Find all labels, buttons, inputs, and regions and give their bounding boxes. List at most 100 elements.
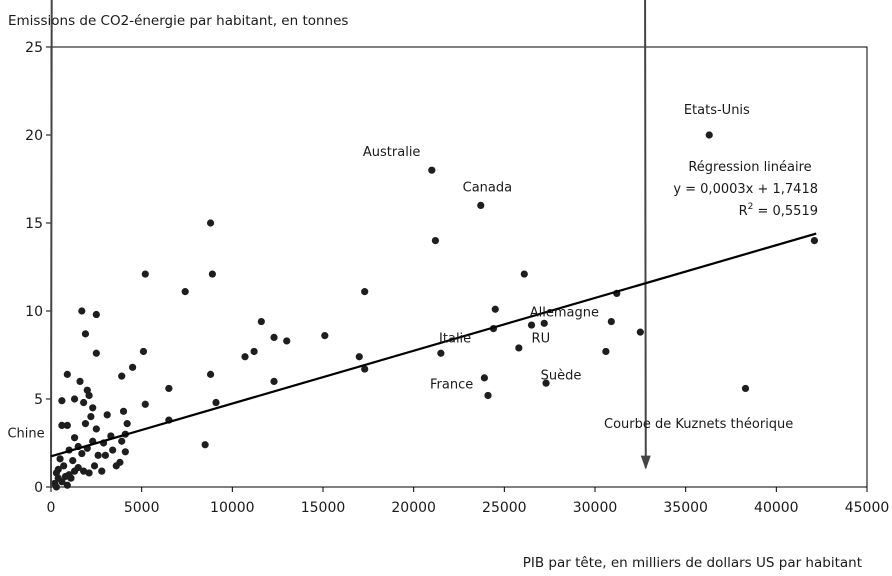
data-point (65, 471, 73, 479)
data-point (208, 270, 216, 278)
data-point (201, 441, 209, 449)
data-point (58, 397, 66, 405)
data-point (123, 420, 131, 428)
r2-superscript: 2 (748, 202, 754, 212)
y-tick-label: 15 (25, 216, 43, 232)
x-tick-label: 45000 (845, 500, 890, 516)
data-point (69, 457, 77, 465)
data-point (491, 305, 499, 313)
data-point (118, 437, 126, 445)
regression-r2: R2 = 0,5519 (739, 202, 818, 219)
x-tick-label: 20000 (391, 500, 436, 516)
data-point (361, 365, 369, 373)
data-point (636, 328, 644, 336)
x-tick-label: 0 (47, 500, 56, 516)
regression-line (50, 232, 817, 458)
data-point (212, 398, 220, 407)
x-axis: 0 5000 10000 15000 20000 25000 30000 35000 40000… (47, 487, 890, 516)
data-point (109, 446, 117, 454)
data-point (428, 166, 436, 174)
data-point (121, 448, 129, 456)
data-point (81, 330, 90, 338)
x-tick-label: 25000 (482, 500, 527, 516)
data-point (705, 131, 713, 139)
data-point (515, 344, 523, 352)
data-point (92, 310, 100, 319)
x-axis-label: PIB par tête, en milliers de dollars US … (523, 555, 862, 571)
regression-equation: y = 0,0003x + 1,7418 (673, 182, 818, 197)
data-point (112, 462, 120, 470)
data-point (206, 370, 215, 378)
data-point (52, 483, 61, 491)
data-point (98, 467, 106, 475)
data-point (92, 349, 100, 357)
data-point (60, 462, 68, 470)
data-point (85, 391, 93, 400)
data-point (129, 363, 137, 371)
data-point (141, 400, 149, 408)
data-point (540, 319, 548, 327)
country-label: Australie (363, 145, 421, 160)
data-point (89, 404, 97, 412)
data-point (119, 407, 128, 415)
data-point (78, 449, 86, 458)
data-point (270, 377, 278, 385)
data-point (70, 434, 79, 442)
data-point (141, 270, 149, 278)
y-tick-label: 25 (25, 40, 43, 56)
data-point (520, 270, 528, 278)
y-axis-label: Emissions de CO2-énergie par habitant, e… (8, 13, 348, 29)
data-point (80, 467, 88, 475)
data-point (270, 333, 278, 341)
r2-prefix: R (739, 204, 748, 219)
kuznets-arrow-head (640, 455, 651, 470)
y-tick-label: 5 (34, 392, 43, 408)
data-point (361, 288, 369, 296)
y-axis: 0 5 10 15 20 25 (25, 40, 51, 496)
data-point (80, 398, 88, 407)
country-label: Suède (541, 369, 582, 384)
y-tick-label: 0 (34, 480, 43, 496)
data-point (87, 413, 95, 421)
data-point (63, 481, 71, 489)
country-label: Etats-Unis (684, 103, 750, 118)
data-point (607, 317, 615, 326)
data-point (250, 347, 258, 356)
data-point (70, 395, 79, 403)
y-tick-label: 20 (25, 128, 43, 144)
x-tick-label: 40000 (754, 500, 799, 516)
x-tick-label: 5000 (124, 500, 160, 516)
data-point (810, 237, 819, 245)
x-tick-label: 35000 (663, 500, 708, 516)
data-point (54, 474, 62, 482)
data-point (355, 353, 363, 361)
data-point (257, 317, 265, 326)
data-point (76, 377, 84, 385)
data-point (437, 349, 445, 357)
x-tick-label: 10000 (210, 500, 255, 516)
y-tick-label: 10 (25, 304, 43, 320)
data-point (206, 219, 215, 227)
country-label: France (430, 377, 473, 392)
data-point (63, 370, 71, 378)
data-point (139, 347, 148, 356)
data-point (480, 374, 488, 382)
country-label: Italie (439, 332, 471, 347)
kuznets-curve (50, 0, 647, 488)
data-point (56, 455, 64, 463)
data-point (431, 237, 440, 245)
data-point (103, 411, 111, 419)
data-point (63, 421, 71, 429)
data-point (92, 425, 100, 433)
data-point (90, 462, 99, 470)
country-label: Canada (463, 180, 512, 195)
data-point (118, 372, 126, 380)
data-point (81, 420, 90, 428)
data-point (527, 321, 536, 329)
r2-value: = 0,5519 (753, 204, 818, 219)
x-tick-label: 30000 (573, 500, 618, 516)
kuznets-label: Courbe de Kuznets théorique (604, 417, 793, 432)
country-labels: Etats-Unis Australie Canada Allemagne RU Ital… (7, 103, 750, 442)
country-label: Chine (7, 427, 44, 442)
